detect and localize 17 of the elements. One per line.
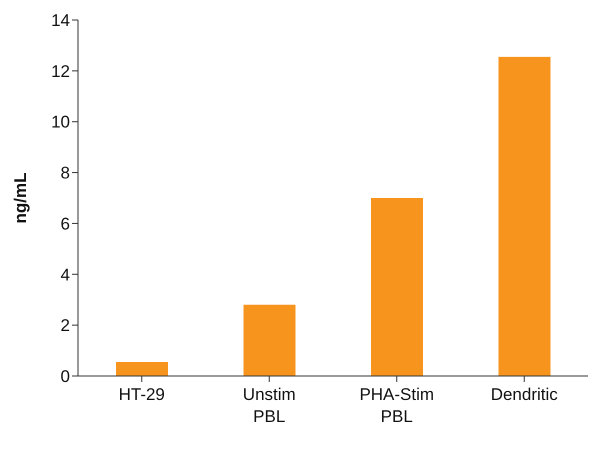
y-axis-title: ng/mL (11, 172, 30, 224)
bar (498, 56, 550, 376)
y-tick-label: 12 (51, 62, 70, 81)
y-tick-label: 6 (60, 214, 70, 234)
x-tick-label: PHA-Stim PBL (359, 385, 434, 426)
bar (116, 362, 168, 376)
y-tick-label: 0 (60, 367, 70, 386)
y-tick-label: 10 (51, 112, 70, 132)
x-tick-label: HT-29 (118, 385, 165, 404)
bar (371, 198, 423, 376)
y-tick-label: 8 (60, 164, 70, 183)
x-tick-label: Dendritic (490, 385, 558, 404)
y-tick-label: 4 (60, 265, 70, 284)
y-tick-label: 2 (60, 316, 70, 336)
bar (244, 304, 296, 376)
x-tick-label: Unstim PBL (242, 385, 296, 426)
y-tick-label: 14 (51, 11, 70, 30)
